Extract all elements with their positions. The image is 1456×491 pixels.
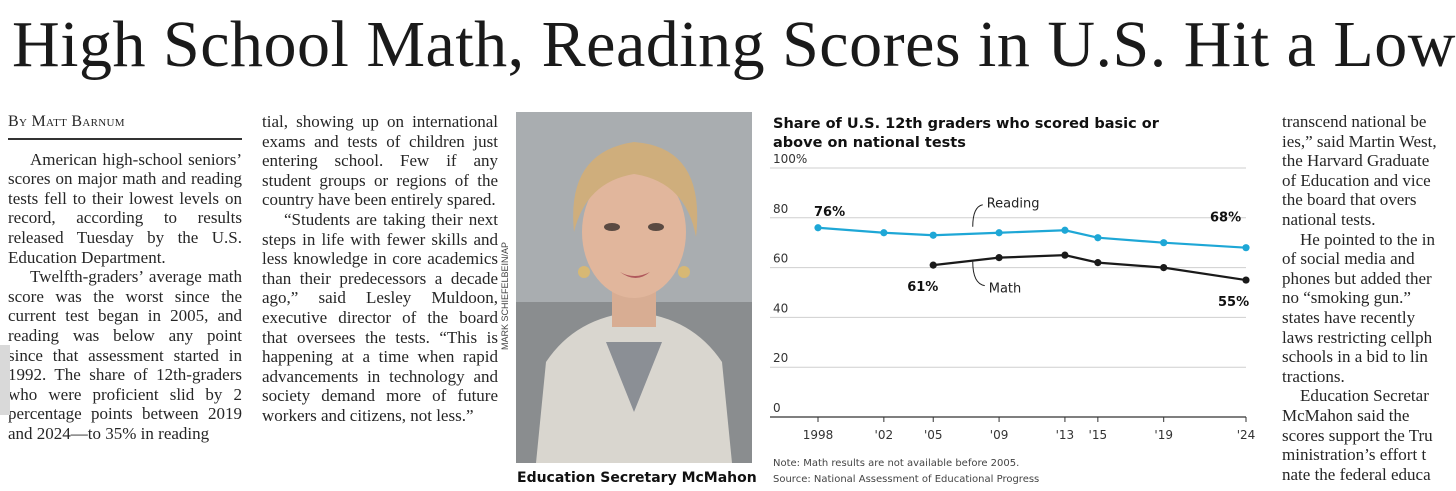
text-line: the Harvard Graduate xyxy=(1282,151,1430,171)
math-leader-line xyxy=(972,261,985,287)
x-tick-label: '19 xyxy=(1154,428,1173,442)
article-column-2: tial, showing up on international exams … xyxy=(262,112,498,426)
text-line: phones but added ther xyxy=(1282,268,1432,288)
data-label: 61% xyxy=(907,280,938,295)
x-tick-label: '05 xyxy=(924,428,943,442)
paragraph: “Students are taking their next steps in… xyxy=(262,209,498,425)
text-line: tractions. xyxy=(1282,366,1345,386)
data-point xyxy=(995,254,1003,262)
text-line: nate the federal educa xyxy=(1282,464,1431,484)
data-point xyxy=(1094,259,1102,267)
text-line: transcend national be xyxy=(1282,112,1427,131)
text-line: ies,” said Martin West, xyxy=(1282,131,1437,151)
series-label-reading: Reading xyxy=(987,197,1040,212)
data-point xyxy=(1242,244,1250,252)
x-tick-label: '09 xyxy=(990,428,1009,442)
text-line: states have recently xyxy=(1282,307,1416,327)
y-tick-label: 0 xyxy=(773,401,781,415)
data-point xyxy=(880,229,888,237)
text-line: He pointed to the in xyxy=(1300,229,1436,249)
text-line: of social media and xyxy=(1282,249,1415,269)
text-line: McMahon said the xyxy=(1282,405,1410,425)
data-point xyxy=(1094,234,1102,242)
data-label: 76% xyxy=(814,205,845,220)
y-tick-label: 40 xyxy=(773,301,788,315)
text-line: the board that overs xyxy=(1282,190,1417,210)
chart-title: Share of U.S. 12th graders who scored ba… xyxy=(773,116,1159,151)
portrait-photo xyxy=(516,112,752,463)
reading-leader-line xyxy=(972,204,983,227)
data-point xyxy=(995,229,1003,237)
y-tick-label: 20 xyxy=(773,351,788,365)
x-tick-label: 1998 xyxy=(803,428,834,442)
photo-credit: MARK SCHIEFELBEIN/AP xyxy=(500,241,510,350)
byline: By Matt Barnum xyxy=(8,112,242,140)
paragraph: tial, showing up on international exams … xyxy=(262,112,498,210)
paragraph: American high-school seniors’ scores on … xyxy=(8,149,242,267)
text-line: schools in a bid to lin xyxy=(1282,347,1428,367)
series-line-reading xyxy=(817,226,1247,249)
photo-caption: Education Secretary McMahon xyxy=(517,470,757,486)
text-line: Education Secretar xyxy=(1300,386,1429,406)
text-line: of Education and vice xyxy=(1282,170,1431,190)
line-chart: 0 20 40 60 80 100% 1998 '02 '05 '09 '13 '15 '19 '24 76… xyxy=(770,152,1256,442)
text-line: ministration’s effort t xyxy=(1282,445,1427,465)
headline: High School Math, Reading Scores in U.S.… xyxy=(12,8,1456,81)
x-tick-label: '02 xyxy=(875,428,894,442)
x-tick-label: '13 xyxy=(1056,428,1075,442)
data-point xyxy=(1061,251,1069,259)
series-line-math xyxy=(933,254,1247,282)
data-point xyxy=(929,231,937,239)
chart-source: Source: National Assessment of Education… xyxy=(773,474,1040,485)
article-column-5: transcend national be ies,” said Martin … xyxy=(1282,112,1456,484)
y-tick-label: 100% xyxy=(773,152,807,166)
paragraph: Twelfth-graders’ average math score was … xyxy=(8,267,242,443)
data-point xyxy=(1160,239,1168,247)
x-tick-label: '24 xyxy=(1237,428,1256,442)
y-tick-label: 60 xyxy=(773,252,788,266)
data-point xyxy=(1061,226,1069,234)
data-point xyxy=(929,261,937,269)
text-line: scores support the Tru xyxy=(1282,425,1433,445)
y-tick-label: 80 xyxy=(773,202,788,216)
data-label: 68% xyxy=(1210,211,1241,226)
article-column-1: By Matt Barnum American high-school seni… xyxy=(8,112,242,444)
data-point xyxy=(814,224,822,232)
chart-note: Note: Math results are not available bef… xyxy=(773,458,1020,469)
series-label-math: Math xyxy=(989,282,1022,297)
text-line: no “smoking gun.” xyxy=(1282,288,1411,308)
data-label: 55% xyxy=(1218,295,1249,310)
text-line: national tests. xyxy=(1282,209,1376,229)
portrait-illustration xyxy=(516,112,752,463)
data-point xyxy=(1160,264,1168,272)
text-line: laws restricting cellph xyxy=(1282,327,1433,347)
page-edge-mark xyxy=(0,345,10,415)
data-point xyxy=(1242,276,1250,284)
x-tick-label: '15 xyxy=(1089,428,1108,442)
